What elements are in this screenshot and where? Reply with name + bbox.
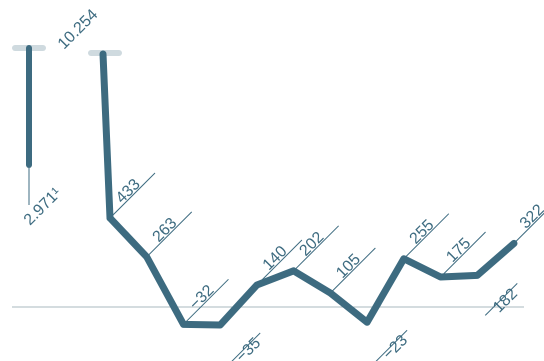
leader bbox=[183, 278, 229, 325]
leader bbox=[375, 329, 408, 361]
leader bbox=[146, 211, 193, 258]
data-label: −32 bbox=[186, 282, 217, 313]
leader bbox=[440, 231, 486, 278]
range-label: 2.971¹ bbox=[21, 185, 65, 229]
line bbox=[106, 214, 518, 329]
data-label: 322 bbox=[517, 201, 544, 232]
leader bbox=[403, 213, 450, 260]
leader bbox=[231, 332, 261, 361]
data-label: −23 bbox=[380, 332, 411, 361]
data-label: 433 bbox=[113, 176, 144, 207]
break-segment bbox=[99, 50, 114, 222]
data-label: 255 bbox=[407, 217, 438, 248]
data-label: −35 bbox=[233, 335, 264, 361]
leader bbox=[513, 212, 544, 244]
data-label: 140 bbox=[260, 243, 291, 274]
data-label: 175 bbox=[443, 235, 474, 266]
leader bbox=[109, 172, 156, 219]
leader bbox=[293, 225, 339, 272]
data-label: 105 bbox=[333, 251, 364, 282]
data-label: 182 bbox=[490, 285, 521, 316]
data-label: 202 bbox=[296, 229, 327, 260]
data-label: 263 bbox=[150, 215, 181, 246]
leader bbox=[256, 239, 303, 286]
range-label: 10.254 bbox=[55, 6, 102, 53]
leader bbox=[330, 247, 376, 294]
leader bbox=[484, 283, 518, 316]
